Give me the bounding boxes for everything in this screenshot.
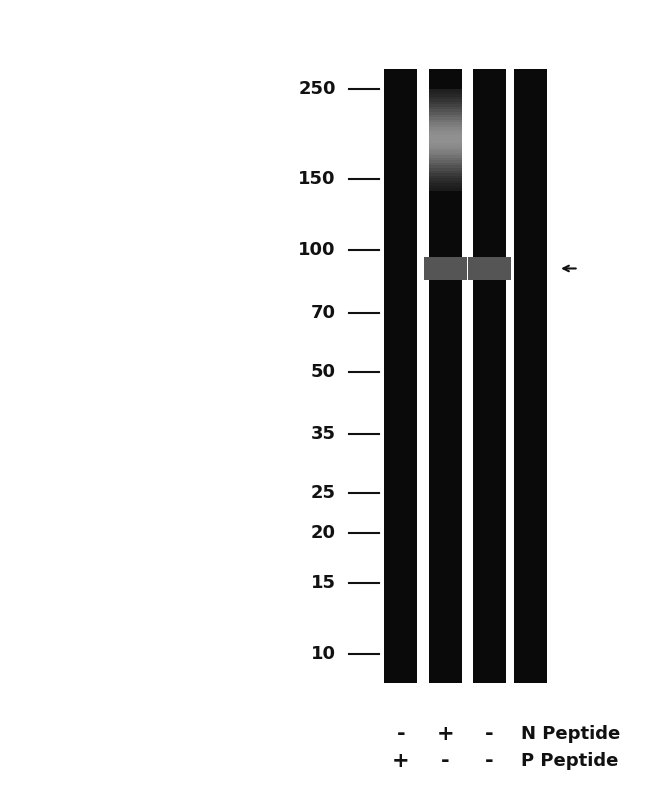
Bar [428,104,462,107]
Bar [428,99,462,102]
Bar [428,155,462,158]
Bar [428,95,462,97]
Bar [428,140,462,143]
Bar [428,114,462,117]
Bar [428,184,462,186]
Bar [428,173,462,176]
Text: -: - [486,724,494,745]
Bar [428,122,462,125]
Bar [428,117,462,120]
Bar [428,102,462,104]
Bar [514,69,547,682]
Bar [428,161,462,163]
Bar [428,107,462,110]
Bar [428,151,462,153]
Bar [428,163,462,165]
Text: 10: 10 [311,645,336,663]
Text: -: - [441,751,450,771]
Bar [428,130,462,132]
Text: 35: 35 [311,426,336,444]
Bar [428,145,462,147]
Text: 150: 150 [298,169,336,188]
Text: 25: 25 [311,485,336,503]
Bar [428,120,462,122]
Bar [468,257,511,281]
Bar [428,176,462,178]
Bar [473,69,506,682]
Bar [428,112,462,114]
Text: 15: 15 [311,574,336,592]
Text: 250: 250 [298,80,336,98]
Text: 70: 70 [311,303,336,322]
Text: -: - [486,751,494,771]
Bar [428,143,462,145]
Text: -: - [396,724,405,745]
Text: 50: 50 [311,362,336,381]
Bar [428,135,462,137]
Bar [428,178,462,180]
Bar [428,91,462,95]
Text: +: + [392,751,410,771]
Bar [428,97,462,99]
Text: 20: 20 [311,523,336,541]
Bar [424,257,467,281]
Text: N Peptide: N Peptide [521,726,620,743]
Bar [428,132,462,135]
Bar [428,137,462,140]
Bar [428,147,462,151]
Bar [428,69,462,682]
Text: P Peptide: P Peptide [521,752,619,770]
Bar [428,170,462,173]
Bar [428,188,462,191]
Bar [428,125,462,128]
Bar [428,158,462,161]
Bar [428,186,462,188]
Bar [428,128,462,130]
Bar [428,153,462,155]
Bar [428,180,462,184]
Bar [384,69,417,682]
Bar [428,168,462,170]
Bar [428,89,462,91]
Bar [428,110,462,112]
Text: +: + [436,724,454,745]
Text: 100: 100 [298,241,336,259]
Bar [428,165,462,168]
